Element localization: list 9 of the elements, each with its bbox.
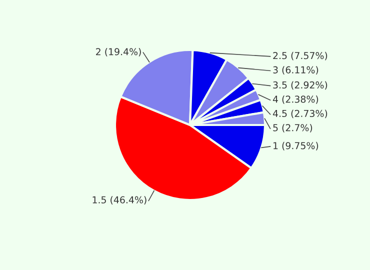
slice-label: 3.5 (2.92%) [273,81,328,90]
slice-label: 5 (2.7%) [273,124,312,132]
slice-label: 4 (2.38%) [272,95,318,104]
slice-label: 1 (9.75%) [274,142,318,150]
slice-label: 2 (19.4%) [96,48,141,56]
slice-label: 4.5 (2.73%) [272,110,328,118]
slice-label: 1.5 (46.4%) [92,196,146,205]
slice-label: 2.5 (7.57%) [273,52,328,60]
slice-label: 3 (6.11%) [273,66,318,75]
